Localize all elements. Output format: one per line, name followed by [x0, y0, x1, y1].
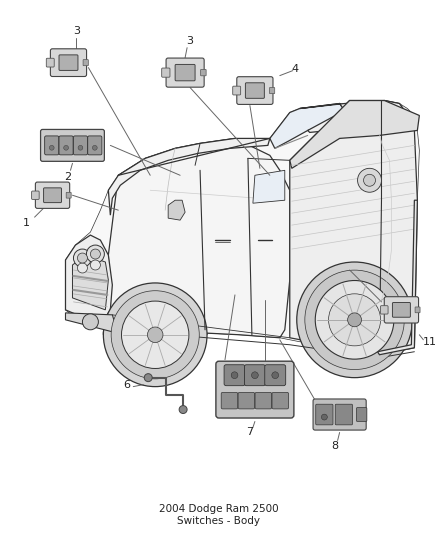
FancyBboxPatch shape — [269, 87, 275, 94]
Circle shape — [78, 253, 88, 263]
Text: 3: 3 — [73, 26, 80, 36]
Circle shape — [92, 146, 97, 150]
Polygon shape — [66, 313, 115, 332]
FancyBboxPatch shape — [162, 68, 170, 77]
Circle shape — [82, 314, 99, 330]
FancyBboxPatch shape — [45, 136, 59, 155]
Circle shape — [90, 249, 100, 259]
FancyBboxPatch shape — [83, 60, 88, 66]
Circle shape — [305, 270, 404, 369]
Text: Switches - Body: Switches - Body — [177, 516, 261, 526]
FancyBboxPatch shape — [238, 392, 254, 409]
Circle shape — [328, 294, 381, 346]
FancyBboxPatch shape — [255, 392, 272, 409]
Text: 6: 6 — [123, 379, 130, 390]
Circle shape — [179, 406, 187, 414]
Circle shape — [364, 174, 375, 186]
Polygon shape — [72, 255, 108, 310]
FancyBboxPatch shape — [265, 365, 286, 386]
FancyBboxPatch shape — [35, 182, 70, 208]
FancyBboxPatch shape — [66, 192, 71, 198]
FancyBboxPatch shape — [384, 297, 419, 323]
Circle shape — [231, 372, 238, 378]
FancyBboxPatch shape — [73, 136, 88, 155]
FancyBboxPatch shape — [50, 49, 87, 77]
Circle shape — [86, 245, 104, 263]
Circle shape — [121, 301, 189, 368]
FancyBboxPatch shape — [415, 307, 420, 313]
Polygon shape — [300, 101, 404, 132]
Circle shape — [272, 372, 279, 378]
FancyBboxPatch shape — [88, 136, 102, 155]
FancyBboxPatch shape — [335, 404, 353, 425]
Circle shape — [49, 146, 54, 150]
Text: 7: 7 — [246, 427, 254, 438]
Text: 1: 1 — [23, 218, 30, 228]
FancyBboxPatch shape — [221, 392, 238, 409]
Text: 8: 8 — [331, 441, 338, 451]
Polygon shape — [253, 171, 285, 203]
Circle shape — [348, 313, 361, 327]
Polygon shape — [168, 200, 185, 220]
FancyBboxPatch shape — [59, 55, 78, 70]
Circle shape — [64, 146, 68, 150]
Circle shape — [321, 414, 327, 420]
FancyBboxPatch shape — [59, 136, 73, 155]
Text: 2004 Dodge Ram 2500: 2004 Dodge Ram 2500 — [159, 504, 279, 514]
Circle shape — [357, 168, 381, 192]
FancyBboxPatch shape — [43, 188, 61, 203]
Polygon shape — [378, 200, 417, 355]
FancyBboxPatch shape — [237, 77, 273, 104]
FancyBboxPatch shape — [32, 191, 39, 199]
FancyBboxPatch shape — [357, 408, 367, 422]
Circle shape — [297, 262, 413, 378]
FancyBboxPatch shape — [245, 83, 265, 98]
Text: 4: 4 — [291, 63, 298, 74]
Polygon shape — [270, 103, 345, 148]
FancyBboxPatch shape — [46, 58, 54, 67]
Circle shape — [148, 327, 163, 343]
Circle shape — [315, 280, 394, 359]
FancyBboxPatch shape — [201, 69, 206, 76]
Circle shape — [78, 263, 88, 273]
FancyBboxPatch shape — [381, 305, 388, 314]
Circle shape — [78, 146, 83, 150]
FancyBboxPatch shape — [216, 361, 294, 418]
Circle shape — [74, 249, 92, 267]
Circle shape — [103, 283, 207, 386]
Polygon shape — [108, 139, 270, 215]
Polygon shape — [66, 101, 419, 342]
Polygon shape — [290, 101, 417, 355]
Circle shape — [111, 290, 199, 379]
FancyBboxPatch shape — [233, 86, 240, 95]
FancyBboxPatch shape — [392, 303, 410, 317]
FancyBboxPatch shape — [41, 130, 104, 161]
Polygon shape — [66, 235, 112, 325]
FancyBboxPatch shape — [244, 365, 265, 386]
Text: 3: 3 — [187, 36, 194, 46]
Polygon shape — [108, 139, 290, 338]
FancyBboxPatch shape — [272, 392, 289, 409]
Polygon shape — [290, 101, 419, 168]
FancyBboxPatch shape — [224, 365, 245, 386]
FancyBboxPatch shape — [313, 399, 366, 430]
FancyBboxPatch shape — [166, 58, 204, 87]
Circle shape — [144, 374, 152, 382]
FancyBboxPatch shape — [316, 404, 333, 425]
Circle shape — [90, 260, 100, 270]
Text: 2: 2 — [64, 172, 71, 182]
Circle shape — [251, 372, 258, 378]
Text: 11: 11 — [422, 337, 436, 347]
FancyBboxPatch shape — [175, 64, 195, 81]
